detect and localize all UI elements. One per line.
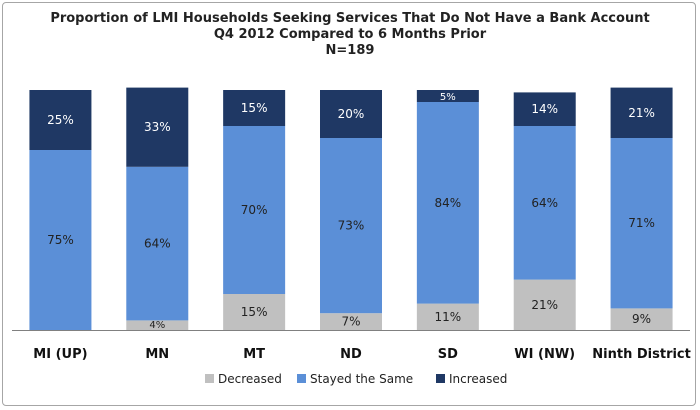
data-label: 5% <box>440 92 456 103</box>
bar-increased-5 <box>513 92 576 126</box>
data-label: 15% <box>241 305 268 319</box>
bar-decreased-5 <box>513 279 576 330</box>
bar-increased-0 <box>29 90 92 150</box>
legend-label-decreased: Decreased <box>218 372 282 386</box>
data-label: 71% <box>628 216 655 230</box>
data-label: 11% <box>435 310 462 324</box>
data-label: 84% <box>435 196 462 210</box>
x-tick-label: Ninth District <box>592 347 691 362</box>
bar-stayed-the-same-5 <box>513 126 576 280</box>
x-tick-label: ND <box>340 347 362 362</box>
data-label: 64% <box>531 196 558 210</box>
data-label: 70% <box>241 203 268 217</box>
chart-title-line-2: Q4 2012 Compared to 6 Months Prior <box>213 27 487 42</box>
bar-increased-4 <box>416 90 479 102</box>
data-label: 75% <box>47 233 74 247</box>
bar-decreased-4 <box>416 303 479 330</box>
x-tick-label: WI (NW) <box>514 347 575 362</box>
legend-swatch-stayed-the-same <box>297 374 306 383</box>
legend-label-increased: Increased <box>449 372 507 386</box>
x-tick-label: SD <box>438 347 458 362</box>
bar-decreased-2 <box>223 294 286 330</box>
data-label: 14% <box>531 102 558 116</box>
legend-swatch-increased <box>436 374 445 383</box>
bar-stayed-the-same-1 <box>126 166 189 321</box>
bar-stayed-the-same-6 <box>610 138 673 309</box>
data-label: 25% <box>47 113 74 127</box>
data-label: 21% <box>531 298 558 312</box>
bar-decreased-1 <box>126 320 189 330</box>
data-label: 4% <box>149 320 165 331</box>
bar-increased-2 <box>223 90 286 126</box>
bar-increased-3 <box>320 90 382 138</box>
data-label: 21% <box>628 106 655 120</box>
chart-title: Proportion of LMI Households Seeking Ser… <box>0 11 700 59</box>
bar-increased-6 <box>610 87 673 138</box>
bar-decreased-3 <box>320 313 382 330</box>
data-label: 15% <box>241 101 268 115</box>
x-tick-label: MN <box>145 347 169 362</box>
x-tick-label: MT <box>243 347 265 362</box>
data-label: 20% <box>338 107 365 121</box>
bar-increased-1 <box>126 87 189 167</box>
data-label: 7% <box>341 315 360 329</box>
bar-stayed-the-same-3 <box>320 138 382 314</box>
bar-stayed-the-same-4 <box>416 102 479 304</box>
chart-title-line-1: Proportion of LMI Households Seeking Ser… <box>50 11 650 26</box>
data-label: 33% <box>144 120 171 134</box>
legend-label-stayed-the-same: Stayed the Same <box>310 372 413 386</box>
chart-title-line-3: N=189 <box>325 43 375 58</box>
bar-stayed-the-same-2 <box>223 126 286 294</box>
data-label: 73% <box>338 219 365 233</box>
legend-swatch-decreased <box>205 374 214 383</box>
bar-stayed-the-same-0 <box>29 150 92 330</box>
data-label: 64% <box>144 237 171 251</box>
data-label: 9% <box>632 312 651 326</box>
bar-decreased-6 <box>610 308 673 330</box>
x-tick-label: MI (UP) <box>33 347 87 362</box>
